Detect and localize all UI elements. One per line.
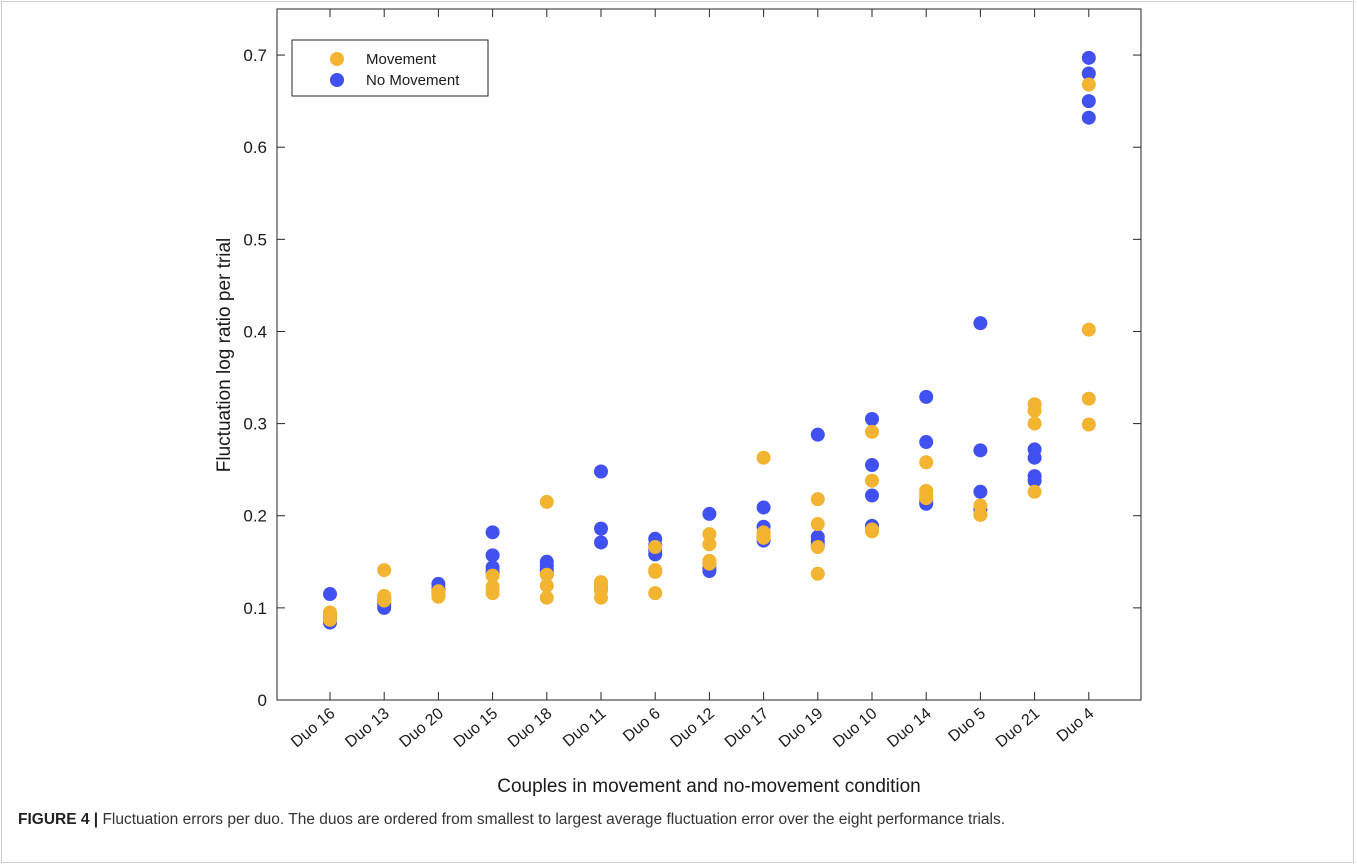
data-point-movement [810,566,825,581]
data-point-no-movement [865,411,879,426]
y-axis-label: Fluctuation log ratio per trial [214,238,235,472]
data-point-no-movement [702,506,717,521]
data-point-no-movement [485,525,500,540]
x-tick-label: Duo 21 [993,705,1044,751]
data-point-no-movement [594,464,608,479]
x-tick-label: Duo 14 [884,705,935,751]
data-point-no-movement [1081,94,1096,109]
x-tick-label: Duo 12 [668,705,719,751]
data-point-movement [702,556,717,571]
y-tick-label: 0.4 [243,322,267,341]
data-point-movement [702,527,717,542]
data-point-movement [1081,391,1096,406]
legend-marker-no-movement [330,73,344,87]
data-point-movement [539,578,554,593]
x-tick-label: Duo 19 [776,705,827,751]
x-tick-label: Duo 5 [945,705,989,746]
y-tick-label: 0 [258,691,267,710]
data-point-no-movement [810,427,825,442]
data-point-movement [919,491,934,506]
data-point-movement [810,492,825,507]
data-point-no-movement [1027,450,1042,465]
data-point-movement [648,586,663,601]
data-point-movement [756,530,771,545]
data-point-movement [431,589,446,604]
legend-box [291,39,489,97]
figure-label: FIGURE 4 | [18,811,99,828]
data-point-no-movement [323,587,337,602]
plot-area [276,8,1142,701]
data-points [323,50,1096,630]
legend: Movement No Movement [291,39,489,97]
data-point-movement [1027,416,1042,431]
legend-label-no-movement: No Movement [366,72,460,89]
data-point-movement [539,567,554,582]
data-point-no-movement [919,389,934,404]
data-point-movement [377,563,392,578]
data-point-movement [1081,77,1096,92]
data-point-movement [1027,484,1042,499]
data-point-movement [539,494,554,509]
x-tick-label: Duo 10 [830,705,881,751]
data-point-movement [865,473,879,488]
data-point-no-movement [1081,66,1096,81]
data-point-movement [1081,417,1096,432]
x-tick-label: Duo 18 [505,705,556,751]
x-tick-label: Duo 6 [620,705,664,746]
data-point-no-movement [973,443,988,458]
legend-marker-movement [330,52,344,66]
x-tick-label: Duo 11 [560,705,610,750]
data-point-movement [323,612,337,627]
data-point-no-movement [1081,50,1096,65]
y-tick-label: 0.6 [243,138,267,157]
data-point-no-movement [1081,110,1096,125]
data-point-no-movement [919,435,934,450]
data-point-movement [865,424,879,439]
data-point-movement [1027,403,1042,418]
data-point-movement [485,568,500,583]
x-axis-label: Couples in movement and no-movement cond… [497,776,921,797]
data-point-movement [756,450,771,465]
data-point-movement [702,537,717,552]
x-tick-label: Duo 17 [722,705,773,751]
data-point-movement [594,590,608,605]
x-tick-label: Duo 4 [1054,705,1098,746]
data-point-no-movement [865,488,879,503]
y-tick-label: 0.1 [243,599,267,618]
y-tick-label: 0.7 [243,46,267,65]
x-tick-label: Duo 20 [397,705,448,751]
data-point-no-movement [594,521,608,536]
figure-caption: FIGURE 4 | Fluctuation errors per duo. T… [18,811,1005,829]
data-point-movement [919,455,934,470]
data-point-no-movement [485,548,500,563]
caption-text: Fluctuation errors per duo. The duos are… [98,811,1006,828]
y-tick-label: 0.2 [243,507,267,526]
scatter-chart: 00.10.20.30.40.50.60.7 Duo 16 Duo 13 Duo 2… [214,8,1142,797]
data-point-no-movement [594,535,608,550]
data-point-movement [973,507,988,522]
x-tick-label: Duo 16 [288,705,339,751]
data-point-movement [377,593,392,608]
data-point-no-movement [1027,473,1042,488]
data-point-no-movement [756,500,771,515]
data-point-movement [865,524,879,539]
legend-label-movement: Movement [366,51,437,68]
x-tick-label: Duo 13 [342,705,393,751]
y-tick-label: 0.3 [243,415,267,434]
x-tick-label: Duo 15 [451,705,502,751]
data-point-no-movement [973,316,988,331]
data-point-no-movement [973,484,988,499]
data-point-no-movement [865,458,879,473]
y-tick-label: 0.5 [243,230,267,249]
data-point-movement [539,590,554,605]
data-point-movement [485,586,500,601]
data-point-movement [810,540,825,555]
data-point-movement [648,564,663,579]
data-point-movement [810,517,825,532]
data-point-movement [1081,322,1096,337]
data-point-movement [648,540,663,555]
y-axis: 0 0.1 0.2 0.3 0.4 0.5 0.6 0.7 [243,46,1141,710]
